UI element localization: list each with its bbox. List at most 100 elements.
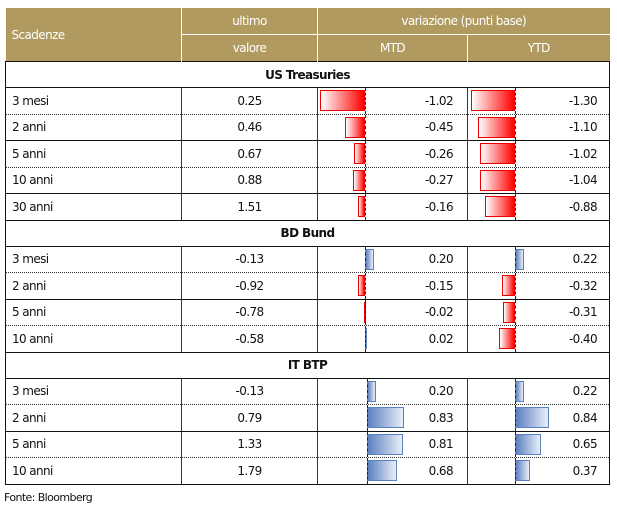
section-title: IT BTP <box>5 351 610 379</box>
mtd-cell: -0.26 <box>317 140 468 168</box>
ytd-cell-text: -0.40 <box>568 331 598 346</box>
last-value-text: 0.46 <box>237 120 262 135</box>
ytd-cell-text: 0.37 <box>572 463 598 478</box>
last-value-text: 0.79 <box>237 410 262 425</box>
bar-axis <box>365 141 366 167</box>
ytd-data-bar <box>502 275 515 296</box>
maturity-label: 3 mesi <box>5 87 182 115</box>
ytd-data-bar <box>499 328 515 349</box>
mtd-cell-text: -1.02 <box>424 93 454 108</box>
mtd-cell-text: 0.81 <box>428 437 454 452</box>
mtd-cell: -0.02 <box>317 299 468 326</box>
maturity-label: 5 anni <box>5 299 182 326</box>
ytd-data-bar <box>515 248 524 270</box>
ytd-cell-text: -1.02 <box>568 146 598 161</box>
bar-axis <box>515 273 516 299</box>
ytd-cell-text: 0.22 <box>572 384 598 399</box>
last-value-text: -0.13 <box>235 252 264 267</box>
section-header: IT BTP <box>5 351 610 379</box>
maturity-label-text: 2 anni <box>12 410 46 425</box>
header-mtd: MTD <box>317 34 468 62</box>
ytd-cell-text: -1.30 <box>568 93 598 108</box>
ytd-cell: 0.65 <box>467 431 610 458</box>
ytd-cell-text: -1.04 <box>568 173 598 188</box>
maturity-label: 2 anni <box>5 404 182 432</box>
table-row: 5 anni 1.33 0.81 0.65 <box>5 431 610 458</box>
ytd-cell-text: -0.31 <box>568 305 598 320</box>
mtd-data-bar <box>353 143 365 164</box>
ytd-cell-text: 0.84 <box>572 410 598 425</box>
bar-axis <box>365 299 366 325</box>
bar-axis <box>365 167 366 193</box>
mtd-data-bar <box>320 90 365 111</box>
ytd-cell: -1.04 <box>467 167 610 194</box>
bar-axis <box>515 378 516 404</box>
table-row: 2 anni 0.46 -0.45 -1.10 <box>5 114 610 141</box>
ytd-cell-text: -1.10 <box>568 120 598 135</box>
ytd-data-bar <box>485 196 515 217</box>
ytd-cell: -1.30 <box>467 87 610 115</box>
mtd-cell-text: 0.20 <box>428 252 454 267</box>
mtd-cell-text: -0.27 <box>424 173 454 188</box>
table-row: 3 mesi -0.13 0.20 0.22 <box>5 246 610 273</box>
mtd-cell: -0.16 <box>317 193 468 221</box>
mtd-cell: -0.45 <box>317 114 468 141</box>
last-value-text: 0.88 <box>237 173 262 188</box>
maturity-label-text: 10 anni <box>12 331 53 346</box>
bar-axis <box>515 141 516 167</box>
section-header: US Treasuries <box>5 61 610 88</box>
bar-axis <box>367 405 368 431</box>
header-valore: valore <box>181 34 318 62</box>
bar-axis <box>365 114 366 140</box>
mtd-cell-text: -0.16 <box>424 199 454 214</box>
mtd-data-bar <box>357 196 365 217</box>
table-row: 3 mesi 0.25 -1.02 -1.30 <box>5 87 610 115</box>
mtd-cell-text: 0.68 <box>428 463 454 478</box>
mtd-data-bar <box>367 433 403 455</box>
mtd-cell-text: 0.83 <box>428 410 454 425</box>
bar-axis <box>367 378 368 404</box>
maturity-label-text: 2 anni <box>12 120 46 135</box>
mtd-cell: 0.20 <box>317 378 468 405</box>
maturity-label: 2 anni <box>5 272 182 300</box>
last-value: 1.33 <box>181 431 318 458</box>
maturity-label: 5 anni <box>5 140 182 168</box>
ytd-data-bar <box>515 407 549 428</box>
bar-axis <box>515 431 516 457</box>
section-header: BD Bund <box>5 219 610 247</box>
last-value-text: -0.58 <box>235 331 264 346</box>
last-value: 1.51 <box>181 193 318 221</box>
bar-axis <box>365 246 366 272</box>
mtd-cell: -0.27 <box>317 167 468 194</box>
mtd-cell: 0.20 <box>317 246 468 273</box>
maturity-label: 10 anni <box>5 167 182 194</box>
ytd-cell: -0.31 <box>467 299 610 326</box>
last-value: -0.78 <box>181 299 318 326</box>
mtd-cell-text: -0.45 <box>424 120 454 135</box>
mtd-cell-text: 0.02 <box>428 331 454 346</box>
maturity-label: 30 anni <box>5 193 182 221</box>
table-row: 3 mesi -0.13 0.20 0.22 <box>5 378 610 405</box>
ytd-data-bar <box>477 116 515 138</box>
last-value: 0.88 <box>181 167 318 194</box>
ytd-cell: -1.10 <box>467 114 610 141</box>
bar-axis <box>515 246 516 272</box>
last-value-text: 0.25 <box>237 93 262 108</box>
mtd-data-bar <box>345 116 365 138</box>
ytd-cell: -1.02 <box>467 140 610 168</box>
bar-axis <box>515 326 516 352</box>
bar-axis <box>367 431 368 457</box>
bar-axis <box>365 326 366 352</box>
mtd-cell: -0.15 <box>317 272 468 300</box>
ytd-cell: 0.22 <box>467 378 610 405</box>
maturity-label: 2 anni <box>5 114 182 141</box>
maturity-label-text: 10 anni <box>12 463 53 478</box>
maturity-label: 10 anni <box>5 457 182 485</box>
last-value-text: 0.67 <box>237 146 262 161</box>
bar-axis <box>515 88 516 114</box>
maturity-label-text: 10 anni <box>12 173 53 188</box>
ytd-cell: 0.37 <box>467 457 610 485</box>
mtd-cell-text: -0.26 <box>424 146 454 161</box>
maturity-label-text: 3 mesi <box>12 93 49 108</box>
bar-axis <box>367 458 368 484</box>
